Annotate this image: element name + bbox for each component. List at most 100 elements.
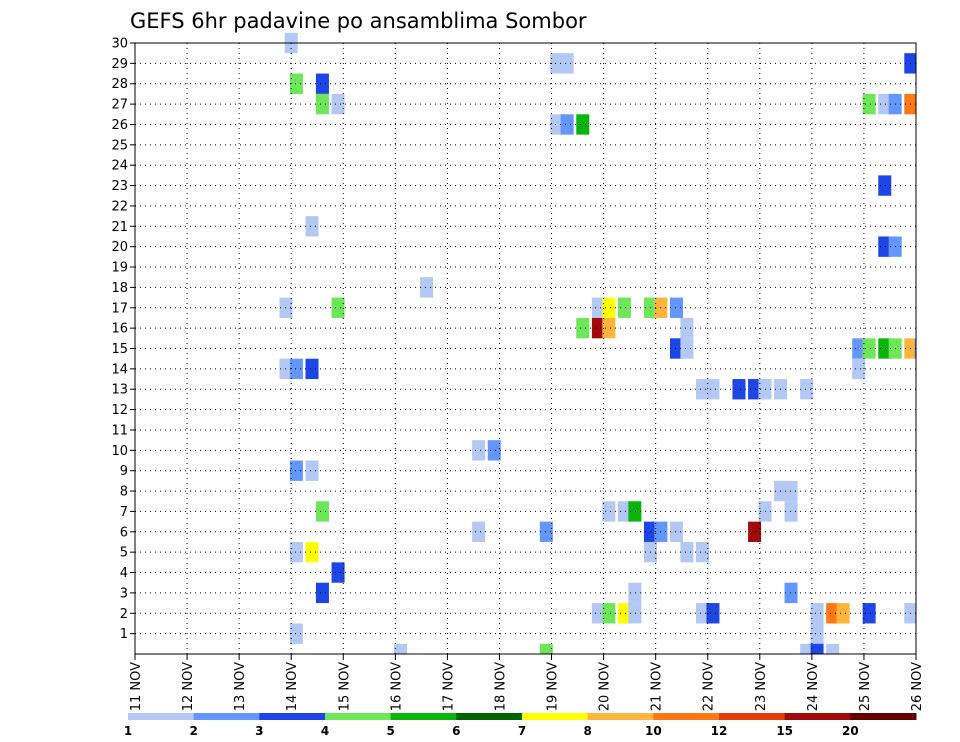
precip-cell xyxy=(289,73,303,94)
precip-cell xyxy=(800,379,814,400)
precip-cell xyxy=(748,379,762,400)
colorbar-swatch xyxy=(325,713,392,720)
precip-cell xyxy=(826,603,840,624)
precip-cell xyxy=(748,521,762,542)
y-tick-label: 4 xyxy=(120,566,128,581)
chart-title: GEFS 6hr padavine po ansamblima Sombor xyxy=(130,9,587,33)
y-tick-label: 24 xyxy=(111,159,128,174)
precip-cell xyxy=(602,317,616,339)
colorbar-label: 1 xyxy=(124,724,132,738)
precip-cell xyxy=(706,603,720,624)
precip-cell xyxy=(862,338,876,359)
precip-cell xyxy=(550,53,564,74)
y-tick-label: 3 xyxy=(120,586,128,601)
precip-cell xyxy=(331,562,345,583)
precip-cell xyxy=(836,603,850,624)
precip-cell xyxy=(784,501,798,522)
precip-cell xyxy=(315,93,329,115)
precip-cell xyxy=(784,480,798,502)
y-tick-label: 13 xyxy=(111,383,128,398)
y-tick-label: 12 xyxy=(111,403,128,418)
x-tick-label: 11 NOV xyxy=(129,662,144,711)
precip-cell xyxy=(669,338,684,359)
precip-cell xyxy=(706,379,720,400)
precip-cell xyxy=(696,603,710,624)
precip-cell xyxy=(331,93,345,115)
y-tick-label: 22 xyxy=(111,199,128,214)
y-tick-label: 21 xyxy=(111,220,128,235)
y-tick-label: 6 xyxy=(120,525,128,540)
x-tick-label: 20 NOV xyxy=(598,662,613,711)
precip-cell xyxy=(617,603,631,624)
precip-cell xyxy=(810,603,824,624)
precip-cell xyxy=(560,114,574,135)
x-tick-label: 19 NOV xyxy=(546,662,561,711)
y-tick-label: 28 xyxy=(111,77,128,92)
colorbar-label: 4 xyxy=(321,724,329,738)
y-tick-label: 15 xyxy=(111,342,128,357)
colorbar-label: 3 xyxy=(255,724,263,738)
precip-cell xyxy=(810,623,824,644)
precip-cell xyxy=(680,541,694,563)
y-tick-label: 30 xyxy=(111,37,128,52)
precip-cell xyxy=(289,623,303,644)
precip-cell xyxy=(305,216,319,237)
precip-cell xyxy=(800,643,814,654)
x-tick-label: 12 NOV xyxy=(181,662,196,711)
precip-cell xyxy=(305,358,319,380)
y-tick-label: 26 xyxy=(111,118,128,133)
precip-cell xyxy=(852,338,866,359)
precip-cell xyxy=(305,460,319,481)
precip-cell xyxy=(560,53,574,74)
precip-cells xyxy=(279,32,916,654)
precip-cell xyxy=(331,297,345,318)
precip-cell xyxy=(289,460,303,481)
precip-cell xyxy=(602,603,616,624)
x-tick-label: 21 NOV xyxy=(650,662,665,711)
precip-cell xyxy=(487,440,501,461)
precip-cell xyxy=(305,541,319,563)
colorbar-swatch xyxy=(522,713,589,720)
x-tick-label: 15 NOV xyxy=(337,662,352,711)
colorbar-label: 7 xyxy=(518,724,526,738)
colorbar-label: 8 xyxy=(583,724,591,738)
precip-cell xyxy=(878,338,892,359)
y-tick-label: 16 xyxy=(111,322,128,337)
x-tick-label: 17 NOV xyxy=(441,662,456,711)
precip-cell xyxy=(394,643,408,654)
y-tick-label: 8 xyxy=(120,485,128,500)
precip-cell xyxy=(420,277,434,298)
precip-cell xyxy=(852,358,866,380)
precip-cell xyxy=(680,338,694,359)
colorbar-label: 15 xyxy=(776,724,793,738)
precip-cell xyxy=(591,603,605,624)
precip-cell xyxy=(669,297,684,318)
colorbar-label: 10 xyxy=(645,724,662,738)
x-tick-label: 26 NOV xyxy=(910,662,925,711)
y-tick-label: 5 xyxy=(120,546,128,561)
y-tick-label: 7 xyxy=(120,505,128,520)
precip-cell xyxy=(732,379,746,400)
precip-cell xyxy=(602,297,616,318)
x-tick-label: 16 NOV xyxy=(389,662,404,711)
precip-cell xyxy=(539,521,553,542)
precip-cell xyxy=(539,643,553,654)
y-tick-label: 18 xyxy=(111,281,128,296)
y-tick-label: 23 xyxy=(111,179,128,194)
precip-cell xyxy=(315,501,329,522)
y-tick-label: 10 xyxy=(111,444,128,459)
x-tick-label: 18 NOV xyxy=(493,662,508,711)
x-tick-label: 13 NOV xyxy=(233,662,248,711)
y-tick-label: 11 xyxy=(111,423,128,438)
x-tick-label: 25 NOV xyxy=(858,662,873,711)
colorbar-swatch xyxy=(128,713,195,720)
y-tick-label: 27 xyxy=(111,98,128,113)
colorbar: 1 2 3 4 5 6 7 8 10 12 15 20 xyxy=(124,713,917,738)
precip-cell xyxy=(602,501,616,522)
precip-cell xyxy=(315,73,329,94)
precip-cell xyxy=(628,501,642,522)
precip-cell xyxy=(628,603,642,624)
colorbar-swatch xyxy=(850,713,917,720)
colorbar-label: 12 xyxy=(711,724,728,738)
precip-cell xyxy=(680,317,694,339)
